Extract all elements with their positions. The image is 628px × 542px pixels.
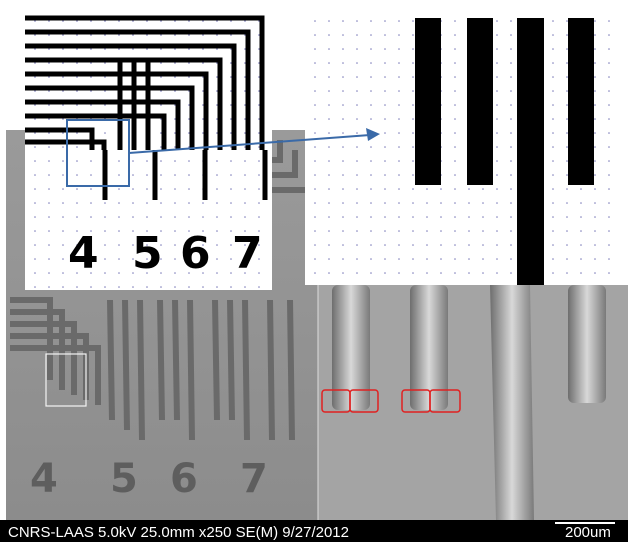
inset-bars [415,18,594,285]
sem-lines [10,140,313,441]
inset-grid [305,18,612,285]
pillar [490,285,534,520]
zoom-arrow [128,134,371,154]
scale-label: 200um [565,524,611,541]
defect-markers [321,389,461,413]
inset-digits: 4 5 6 7 [68,228,263,279]
info-text: CNRS-LAAS 5.0kV 25.0mm x250 SE(M) 9/27/2… [8,524,349,541]
digit: 6 [180,228,211,279]
zoom-box [45,353,87,407]
info-bar [0,520,628,542]
inset-lines [25,15,268,200]
digit: 4 [30,456,58,502]
pillar [332,285,370,410]
pillar [410,285,448,410]
digit: 4 [68,228,99,279]
digit: 7 [240,456,268,502]
digit: 5 [110,456,138,502]
pillar [568,285,606,403]
arrow-head [366,128,380,141]
digit: 7 [232,228,263,279]
digit: 5 [132,228,163,279]
digit: 6 [170,456,198,502]
sem-digits: 4 5 6 7 [30,456,268,502]
